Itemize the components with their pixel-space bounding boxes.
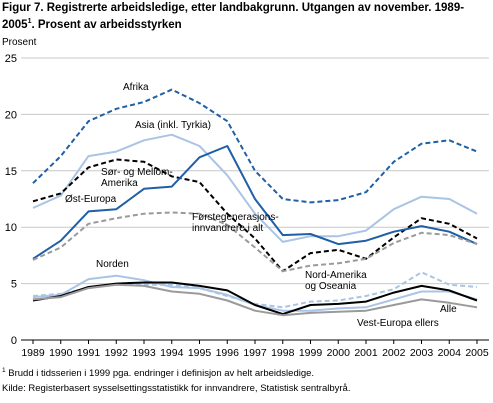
x-tick-label: 1991 xyxy=(77,347,101,359)
series-line-7 xyxy=(32,281,478,316)
x-tick-label: 2003 xyxy=(410,347,434,359)
series-line-2 xyxy=(32,158,478,273)
title-line2-pre: 2005 xyxy=(2,18,28,31)
series-annotation-label: Amerika xyxy=(101,178,138,189)
series-line-0 xyxy=(32,88,478,204)
x-tick-label: 2000 xyxy=(327,347,351,359)
series-annotation-label: og Oseania xyxy=(305,281,357,292)
y-tick-label: 10 xyxy=(5,222,17,234)
x-tick-label: 1996 xyxy=(216,347,240,359)
footnote-text: Brudd i tidsserien i 1999 pga. endringer… xyxy=(5,368,315,380)
chart-title: Figur 7. Registrerte arbeidsledige, ette… xyxy=(2,1,491,32)
series-line-4 xyxy=(32,211,478,273)
x-tick-label: 2004 xyxy=(438,347,462,359)
footnote: 1 Brudd i tidsserien i 1999 pga. endring… xyxy=(2,367,314,379)
y-tick-label: 0 xyxy=(11,335,17,347)
x-tick-label: 1989 xyxy=(21,347,45,359)
series-line-1 xyxy=(32,133,478,243)
source-note: Kilde: Registerbasert sysselsettingsstat… xyxy=(2,383,351,394)
series-line-8 xyxy=(32,283,478,317)
series-annotation-label: Øst-Europa xyxy=(65,194,117,205)
series-annotation-label: Norden xyxy=(96,259,129,270)
series-annotation-label: innvandrere i alt xyxy=(192,223,263,234)
y-tick-label: 20 xyxy=(5,109,17,121)
x-tick-label: 2002 xyxy=(382,347,406,359)
series-annotation-label: Nord-Amerika xyxy=(305,270,367,281)
title-line2-post: . Prosent av arbeidsstyrken xyxy=(31,18,182,31)
footnote-marker: 1 xyxy=(2,367,6,374)
y-tick-label: 25 xyxy=(5,53,17,65)
series-annotation-label: Alle xyxy=(440,304,457,315)
x-tick-label: 1998 xyxy=(271,347,295,359)
x-tick-label: 2001 xyxy=(354,347,378,359)
y-tick-label: 15 xyxy=(5,166,17,178)
x-tick-label: 1993 xyxy=(132,347,156,359)
series-annotation-label: Førstegenerasjons- xyxy=(192,212,279,223)
x-tick-label: 1997 xyxy=(243,347,267,359)
y-tick-label: 5 xyxy=(11,279,17,291)
x-tick-label: 2005 xyxy=(465,347,489,359)
series-annotation-label: Afrika xyxy=(123,82,149,93)
series-annotation-label: Sør- og Mellom- xyxy=(101,167,173,178)
x-tick-label: 1992 xyxy=(105,347,129,359)
series-annotation-label: Asia (inkl. Tyrkia) xyxy=(135,120,211,131)
series-line-3 xyxy=(32,145,478,260)
series-annotation-label: Vest-Europa ellers xyxy=(357,318,439,329)
x-tick-label: 1990 xyxy=(49,347,73,359)
x-tick-label: 1995 xyxy=(188,347,212,359)
title-line1: Figur 7. Registrerte arbeidsledige, ette… xyxy=(2,2,465,14)
y-axis-label: Prosent xyxy=(2,37,37,48)
x-tick-label: 1999 xyxy=(299,347,323,359)
title-footnote-marker: 1 xyxy=(27,18,32,25)
x-tick-label: 1994 xyxy=(160,347,184,359)
